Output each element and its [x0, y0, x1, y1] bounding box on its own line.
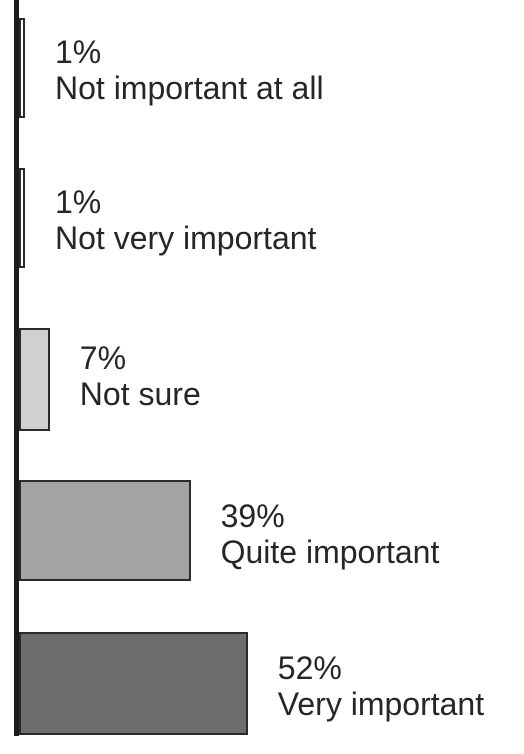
bar-label-5: 52% Very important	[278, 650, 484, 722]
value-label: 1%	[55, 34, 102, 70]
bar-4	[19, 480, 191, 581]
bar-label-2: 1% Not very important	[55, 184, 316, 256]
value-label: 7%	[79, 340, 127, 376]
value-label: 52%	[277, 650, 342, 686]
category-label: Quite important	[220, 534, 440, 570]
bar-label-4: 39% Quite important	[221, 498, 440, 570]
y-axis-line	[14, 0, 19, 736]
bar-2	[19, 168, 25, 268]
category-label: Not sure	[79, 376, 201, 412]
category-label: Very important	[277, 686, 485, 722]
value-label: 39%	[220, 498, 285, 534]
category-label: Not important at all	[55, 70, 324, 106]
bar-3	[19, 328, 50, 431]
value-label: 1%	[55, 184, 102, 220]
bar-1	[19, 18, 25, 118]
category-label: Not very important	[55, 220, 317, 256]
bar-5	[19, 632, 248, 735]
bar-label-3: 7% Not sure	[80, 340, 201, 412]
bar-label-1: 1% Not important at all	[55, 34, 324, 106]
